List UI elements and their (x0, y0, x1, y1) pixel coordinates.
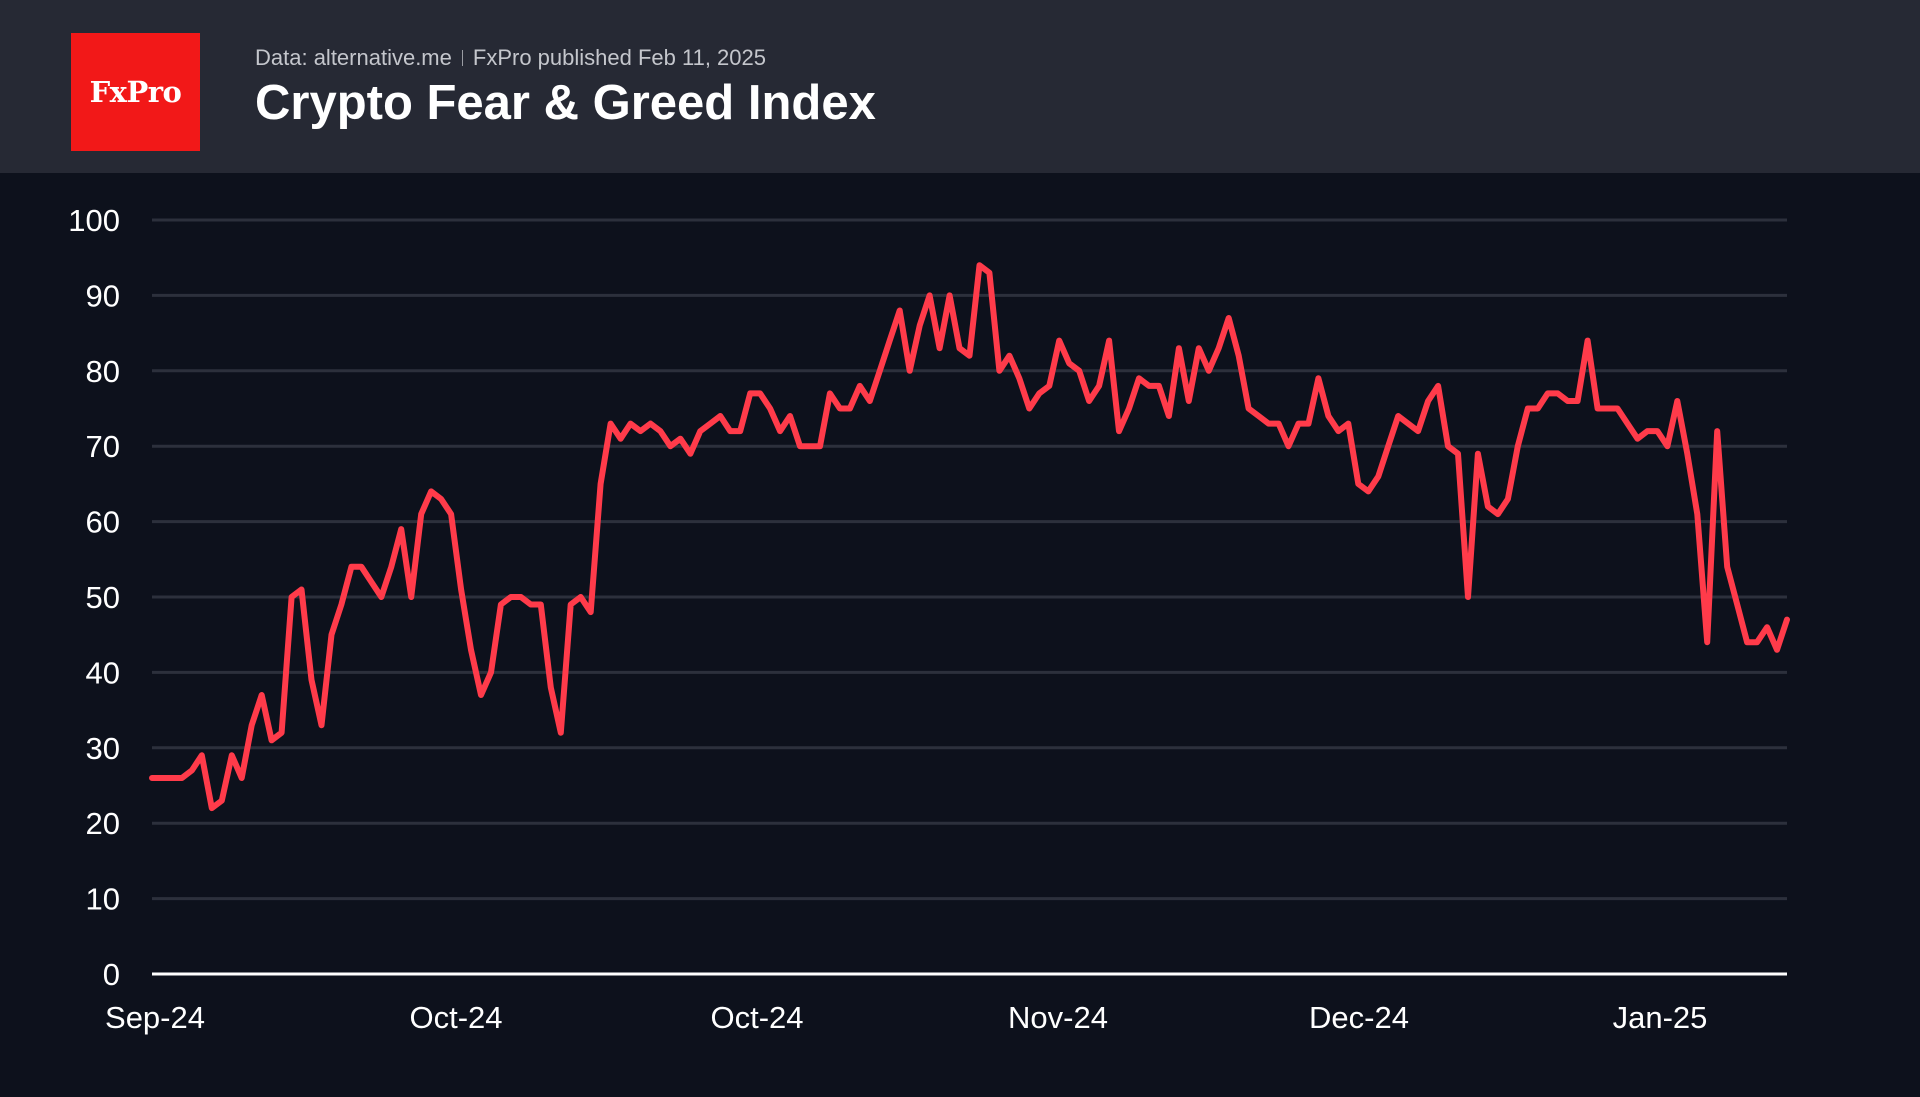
grid-lines (152, 218, 1787, 901)
header: FxPro Data: alternative.me FxPro publishe… (0, 0, 1920, 173)
y-tick-label: 0 (103, 957, 120, 992)
y-tick-label: 30 (86, 731, 120, 766)
separator (461, 50, 463, 66)
y-tick-label: 10 (86, 882, 120, 917)
fxpro-logo: FxPro (71, 33, 200, 151)
y-tick-label: 20 (86, 806, 120, 841)
series-line (149, 262, 1790, 812)
y-tick-label: 90 (86, 278, 120, 313)
source-line: Data: alternative.me FxPro published Feb … (255, 45, 766, 71)
x-tick-label: Sep-24 (105, 1000, 205, 1035)
x-tick-label: Nov-24 (1008, 1000, 1108, 1035)
y-tick-label: 70 (86, 429, 120, 464)
published-date: FxPro published Feb 11, 2025 (472, 45, 766, 70)
x-tick-label: Jan-25 (1613, 1000, 1708, 1035)
y-tick-label: 80 (86, 354, 120, 389)
y-tick-label: 100 (68, 203, 120, 238)
page-title: Crypto Fear & Greed Index (255, 76, 876, 130)
x-tick-label: Oct-24 (710, 1000, 803, 1035)
y-tick-label: 50 (86, 580, 120, 615)
x-tick-label: Oct-24 (409, 1000, 502, 1035)
data-source: Data: alternative.me (255, 45, 452, 70)
y-tick-label: 40 (86, 655, 120, 690)
x-axis-ticks: Sep-24 Oct-24 Oct-24 Nov-24 Dec-24 Jan-25 (105, 1000, 1707, 1035)
x-tick-label: Dec-24 (1309, 1000, 1409, 1035)
y-tick-label: 60 (86, 505, 120, 540)
fear-greed-chart: 0 10 20 30 40 50 60 70 80 90 100 Sep-24 Oct-24 Oct-2… (68, 203, 1790, 1035)
y-axis-ticks: 0 10 20 30 40 50 60 70 80 90 100 (68, 203, 120, 992)
